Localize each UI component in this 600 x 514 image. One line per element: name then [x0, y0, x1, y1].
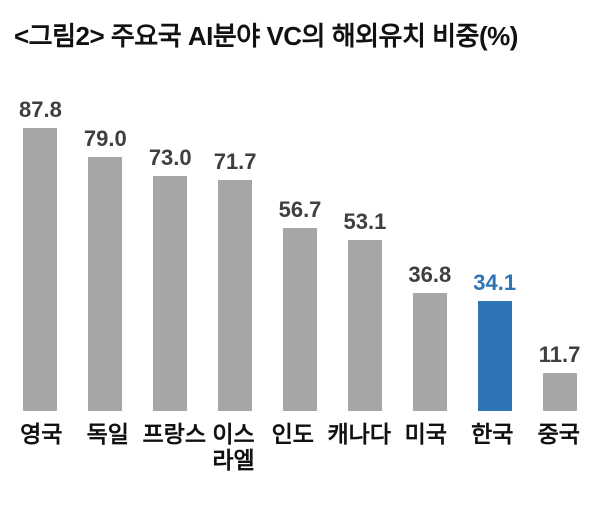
bar-slot: 36.8	[397, 262, 462, 411]
bar-value-label: 71.7	[213, 149, 257, 174]
bar-chart: 87.8 79.0 73.0 71.7 56.7 53.1 36.8 34.1 11.7	[0, 59, 600, 411]
bar-value-label: 87.8	[19, 97, 62, 122]
x-axis-label-한국: 한국	[471, 421, 514, 447]
x-axis-label-캐나다: 캐나다	[327, 421, 391, 447]
bar-slot: 56.7	[268, 197, 333, 411]
bar-이스라엘	[218, 180, 253, 411]
bar-slot: 71.7	[203, 149, 268, 411]
x-axis-label-이스라엘: 이스라엘	[212, 421, 255, 474]
bar-slot: 87.8	[8, 97, 73, 411]
bar-인도	[283, 228, 317, 411]
x-axis-label-미국: 미국	[404, 421, 447, 447]
bar-중국	[542, 373, 577, 411]
chart-title: <그림2> 주요국 AI분야 VC의 해외유치 비중(%)	[14, 21, 518, 51]
bar-value-label: 53.1	[343, 209, 387, 234]
bar-프랑스	[153, 176, 188, 411]
bar-미국	[412, 293, 447, 411]
bar-value-label: 73.0	[148, 145, 192, 170]
bar-value-label: 79.0	[83, 126, 127, 151]
x-axis-labels: 영국 독일 프랑스 이스라엘 인도 캐나다 미국 한국 중국	[0, 421, 600, 474]
bar-독일	[88, 157, 123, 411]
bar-value-label: 34.1	[473, 270, 517, 295]
bar-value-label: 36.8	[408, 262, 452, 287]
bar-value-label: 11.7	[538, 342, 581, 367]
bar-캐나다	[347, 240, 382, 411]
bar-slot: 79.0	[73, 126, 138, 411]
x-axis-label-인도: 인도	[271, 421, 314, 447]
x-axis-label-독일: 독일	[86, 421, 129, 447]
bar-영국	[23, 128, 58, 411]
bar-value-label: 56.7	[278, 197, 322, 222]
bar-slot: 11.7	[527, 342, 592, 411]
bar-한국	[477, 301, 512, 411]
x-axis-label-프랑스: 프랑스	[142, 421, 206, 447]
x-axis-label-중국: 중국	[537, 421, 580, 447]
x-axis-label-영국: 영국	[20, 421, 63, 447]
bar-slot: 73.0	[138, 145, 203, 411]
bar-slot: 34.1	[462, 270, 527, 411]
bar-slot: 53.1	[332, 209, 397, 411]
